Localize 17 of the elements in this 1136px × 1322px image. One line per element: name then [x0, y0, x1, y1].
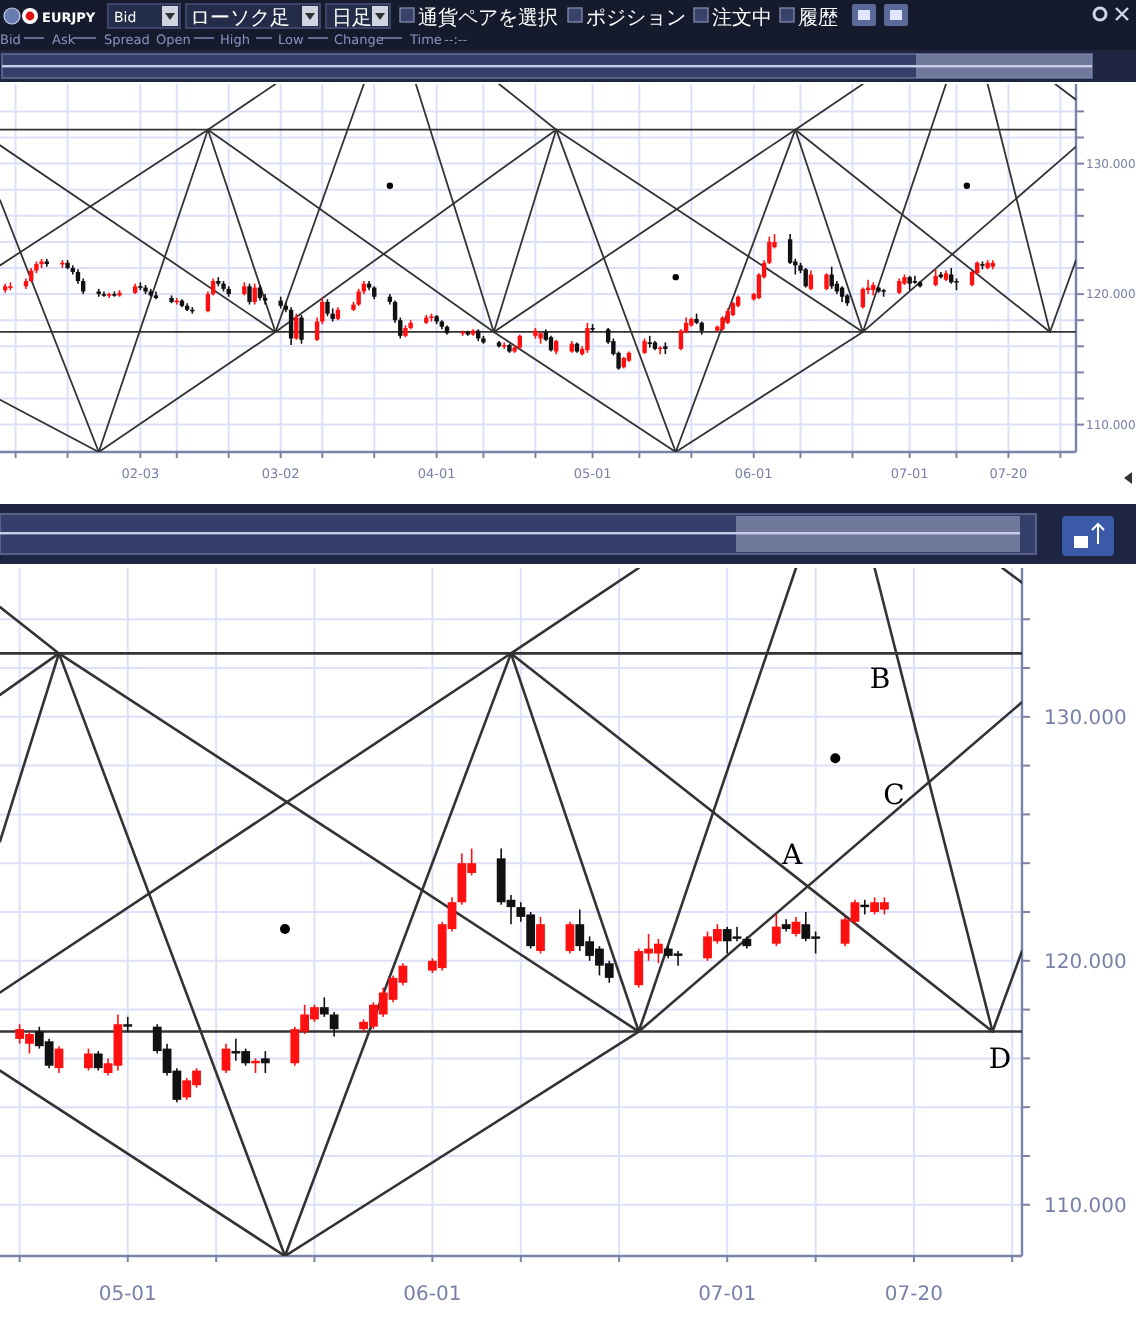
text: 日足 — [332, 8, 372, 30]
annotation: D — [988, 1044, 1012, 1076]
text: 通貨ペアを選択 — [418, 6, 558, 30]
text: ローソク足 — [190, 8, 290, 30]
x-tick-label: 06-01 — [403, 1284, 462, 1306]
x-tick-label: 05-01 — [98, 1284, 157, 1306]
text: 注文中 — [712, 6, 772, 30]
y-tick-label: 110.000 — [1044, 1195, 1127, 1218]
annotation: B — [869, 664, 891, 696]
x-tick-label: 07-20 — [884, 1284, 943, 1306]
annotation: A — [779, 840, 804, 872]
text: 履歴 — [798, 8, 838, 30]
annotation: C — [883, 780, 905, 812]
y-tick-label: 120.000 — [1044, 951, 1127, 974]
y-tick-label: 130.000 — [1044, 707, 1127, 730]
text: ポジション — [586, 8, 686, 30]
x-tick-label: 07-01 — [698, 1284, 757, 1306]
